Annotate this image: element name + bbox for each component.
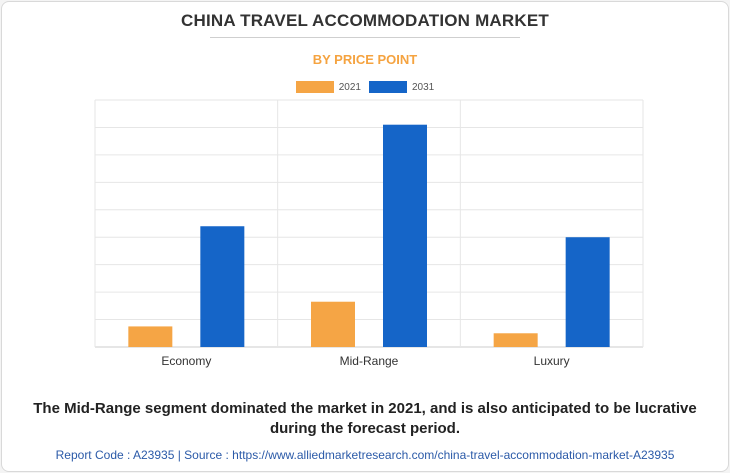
chart-legend: 2021 2031 [0, 80, 730, 94]
bar-2031-economy [200, 226, 245, 347]
chart-title: CHINA TRAVEL ACCOMMODATION MARKET [181, 11, 549, 30]
chart-subtitle: BY PRICE POINT [312, 52, 418, 67]
legend-swatch-2031 [369, 81, 407, 93]
legend-item-2031: 2031 [369, 81, 434, 93]
bar-2021-luxury [493, 333, 538, 347]
title-divider [210, 37, 520, 38]
x-tick-label: Economy [161, 354, 211, 368]
bar-2021-economy [128, 326, 173, 347]
x-tick-label: Luxury [534, 354, 570, 368]
chart-caption: The Mid-Range segment dominated the mark… [33, 400, 697, 437]
bar-2031-luxury [565, 237, 610, 347]
legend-label-2031: 2031 [412, 81, 435, 93]
x-tick-label: Mid-Range [340, 354, 399, 368]
legend-swatch-2021 [295, 81, 334, 93]
legend-item-2021: 2021 [295, 81, 361, 93]
bar-2021-mid-range [311, 301, 355, 347]
source-footer[interactable]: Report Code : A23935 | Source : https://… [55, 448, 675, 462]
legend-label-2021: 2021 [338, 81, 361, 93]
bar-2031-mid-range [383, 124, 427, 347]
